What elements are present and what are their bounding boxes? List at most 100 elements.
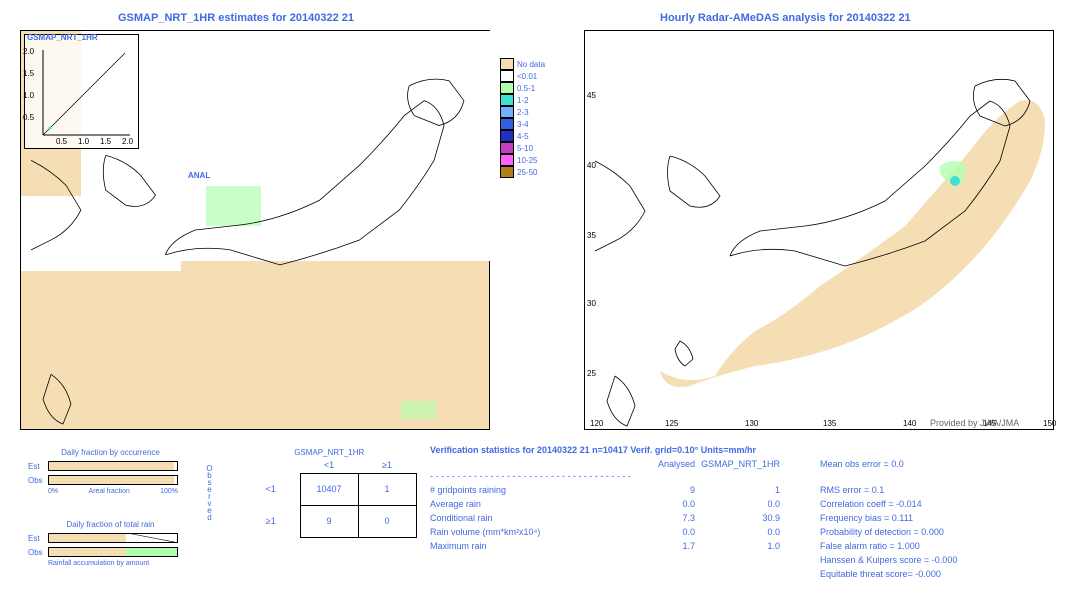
contingency-table: GSMAP_NRT_1HR <1 ≥1 <1 10407 1 ≥1 9 0 <box>242 448 417 538</box>
lon-tick: 135 <box>823 419 836 428</box>
stats-right: Correlation coeff = -0.014 <box>820 499 922 509</box>
legend-item: 4-5 <box>500 130 545 142</box>
left-map-panel: GSMAP_NRT_1HR 2.0 1.5 1.0 0.5 0.5 1.0 1.… <box>20 30 490 430</box>
occurrence-axis-1: Areal fraction <box>88 488 129 495</box>
occurrence-est-label: Est <box>28 462 48 471</box>
stats-row: Average rain0.00.0Correlation coeff = -0… <box>430 497 1070 511</box>
legend-swatch <box>500 58 514 70</box>
stats-row: Rain volume (mm*km²x10⁴)0.00.0Probabilit… <box>430 525 1070 539</box>
stats-metric: Average rain <box>430 499 610 509</box>
legend-swatch <box>500 70 514 82</box>
ct-cell-10: 9 <box>300 505 358 537</box>
lat-tick: 40 <box>587 161 596 170</box>
legend-item: <0.01 <box>500 70 545 82</box>
right-map-radar-coverage <box>585 31 1055 431</box>
occurrence-title: Daily fraction by occurrence <box>28 448 193 457</box>
legend-swatch <box>500 166 514 178</box>
stats-val-gsmap: 30.9 <box>695 513 780 523</box>
inset-x-tick: 0.5 <box>56 137 67 146</box>
legend-swatch <box>500 142 514 154</box>
stats-metric: Rain volume (mm*km²x10⁴) <box>430 527 610 537</box>
stats-col-analysed: Analysed <box>610 459 695 469</box>
total-rain-est-bar <box>48 533 178 543</box>
legend-label: 4-5 <box>517 132 529 141</box>
left-map-title: GSMAP_NRT_1HR estimates for 20140322 21 <box>118 12 354 24</box>
stats-right: False alarm ratio = 1.000 <box>820 541 920 551</box>
legend-item: 0.5-1 <box>500 82 545 94</box>
ct-col-header-0 <box>242 457 300 473</box>
anal-label: ANAL <box>188 171 210 180</box>
legend-label: 2-3 <box>517 108 529 117</box>
stats-val-analysed: 0.0 <box>610 499 695 509</box>
stats-divider: - - - - - - - - - - - - - - - - - - - - … <box>430 471 1070 481</box>
stats-row: Hanssen & Kuipers score = -0.000 <box>430 553 1070 567</box>
lon-tick: 140 <box>903 419 916 428</box>
lat-tick: 30 <box>587 299 596 308</box>
legend-label: 3-4 <box>517 120 529 129</box>
ct-cell-00: 10407 <box>300 473 358 505</box>
stats-blank <box>430 459 610 469</box>
stats-right: Frequency bias = 0.111 <box>820 513 913 523</box>
inset-y-tick: 0.5 <box>23 113 34 122</box>
color-legend: No data <0.01 0.5-1 1-2 2-3 3-4 4-55-10 10-25 25… <box>500 58 545 178</box>
ct-col-header-1: <1 <box>300 457 358 473</box>
stats-val-analysed: 1.7 <box>610 541 695 551</box>
stats-val-analysed: 7.3 <box>610 513 695 523</box>
legend-swatch <box>500 154 514 166</box>
stats-right: Equitable threat score= -0.000 <box>820 569 941 579</box>
ct-row-header-0: <1 <box>242 473 300 505</box>
inset-x-tick: 1.5 <box>100 137 111 146</box>
stats-val-gsmap: 0.0 <box>695 527 780 537</box>
legend-label: No data <box>517 60 545 69</box>
ct-cell-11: 0 <box>358 505 416 537</box>
legend-item: 2-3 <box>500 106 545 118</box>
stats-val-analysed: 9 <box>610 485 695 495</box>
stats-val-gsmap: 1 <box>695 485 780 495</box>
total-rain-est-label: Est <box>28 534 48 543</box>
occurrence-axis-0: 0% <box>48 488 58 495</box>
legend-label: <0.01 <box>517 72 537 81</box>
legend-label: 25-50 <box>517 168 537 177</box>
legend-item: 1-2 <box>500 94 545 106</box>
inset-x-tick: 1.0 <box>78 137 89 146</box>
stats-val-analysed: 0.0 <box>610 527 695 537</box>
stats-metric: Maximum rain <box>430 541 610 551</box>
legend-item: 5-10 <box>500 142 545 154</box>
occurrence-obs-bar <box>48 475 178 485</box>
observed-vertical-label: Observed <box>205 464 214 520</box>
total-rain-bar-chart: Daily fraction of total rain Est Obs Rai… <box>28 520 193 567</box>
legend-item: 10-25 <box>500 154 545 166</box>
total-rain-obs-bar <box>48 547 178 557</box>
stats-row: Maximum rain1.71.0 False alarm ratio = 1.… <box>430 539 1070 553</box>
stats-row: Equitable threat score= -0.000 <box>430 567 1070 581</box>
lat-tick: 45 <box>587 91 596 100</box>
stats-val-gsmap: 1.0 <box>695 541 780 551</box>
inset-y-tick: 2.0 <box>23 47 34 56</box>
lon-tick: 150 <box>1043 419 1056 428</box>
lon-tick: 120 <box>590 419 603 428</box>
stats-right: Hanssen & Kuipers score = -0.000 <box>820 555 957 565</box>
legend-label: 10-25 <box>517 156 537 165</box>
occurrence-bar-chart: Daily fraction by occurrence Est Obs 0% … <box>28 448 193 495</box>
inset-scatter-plot <box>25 35 140 150</box>
stats-col-gsmap: GSMAP_NRT_1HR <box>695 459 780 469</box>
legend-label: 1-2 <box>517 96 529 105</box>
verification-stats: Verification statistics for 20140322 21 … <box>430 445 1070 581</box>
lat-tick: 35 <box>587 231 596 240</box>
total-rain-title: Daily fraction of total rain <box>28 520 193 529</box>
occurrence-est-bar <box>48 461 178 471</box>
lon-tick: 125 <box>665 419 678 428</box>
legend-swatch <box>500 94 514 106</box>
ct-cell-01: 1 <box>358 473 416 505</box>
legend-item: 3-4 <box>500 118 545 130</box>
legend-label: 0.5-1 <box>517 84 535 93</box>
legend-swatch <box>500 82 514 94</box>
ct-row-header-1: ≥1 <box>242 505 300 537</box>
inset-x-tick: 2.0 <box>122 137 133 146</box>
stats-right-0: Mean obs error = 0.0 <box>820 459 904 469</box>
occurrence-axis-2: 100% <box>160 488 178 495</box>
stats-title: Verification statistics for 20140322 21 … <box>430 445 1070 455</box>
lon-tick: 130 <box>745 419 758 428</box>
stats-val-gsmap: 0.0 <box>695 499 780 509</box>
legend-item: 25-50 <box>500 166 545 178</box>
